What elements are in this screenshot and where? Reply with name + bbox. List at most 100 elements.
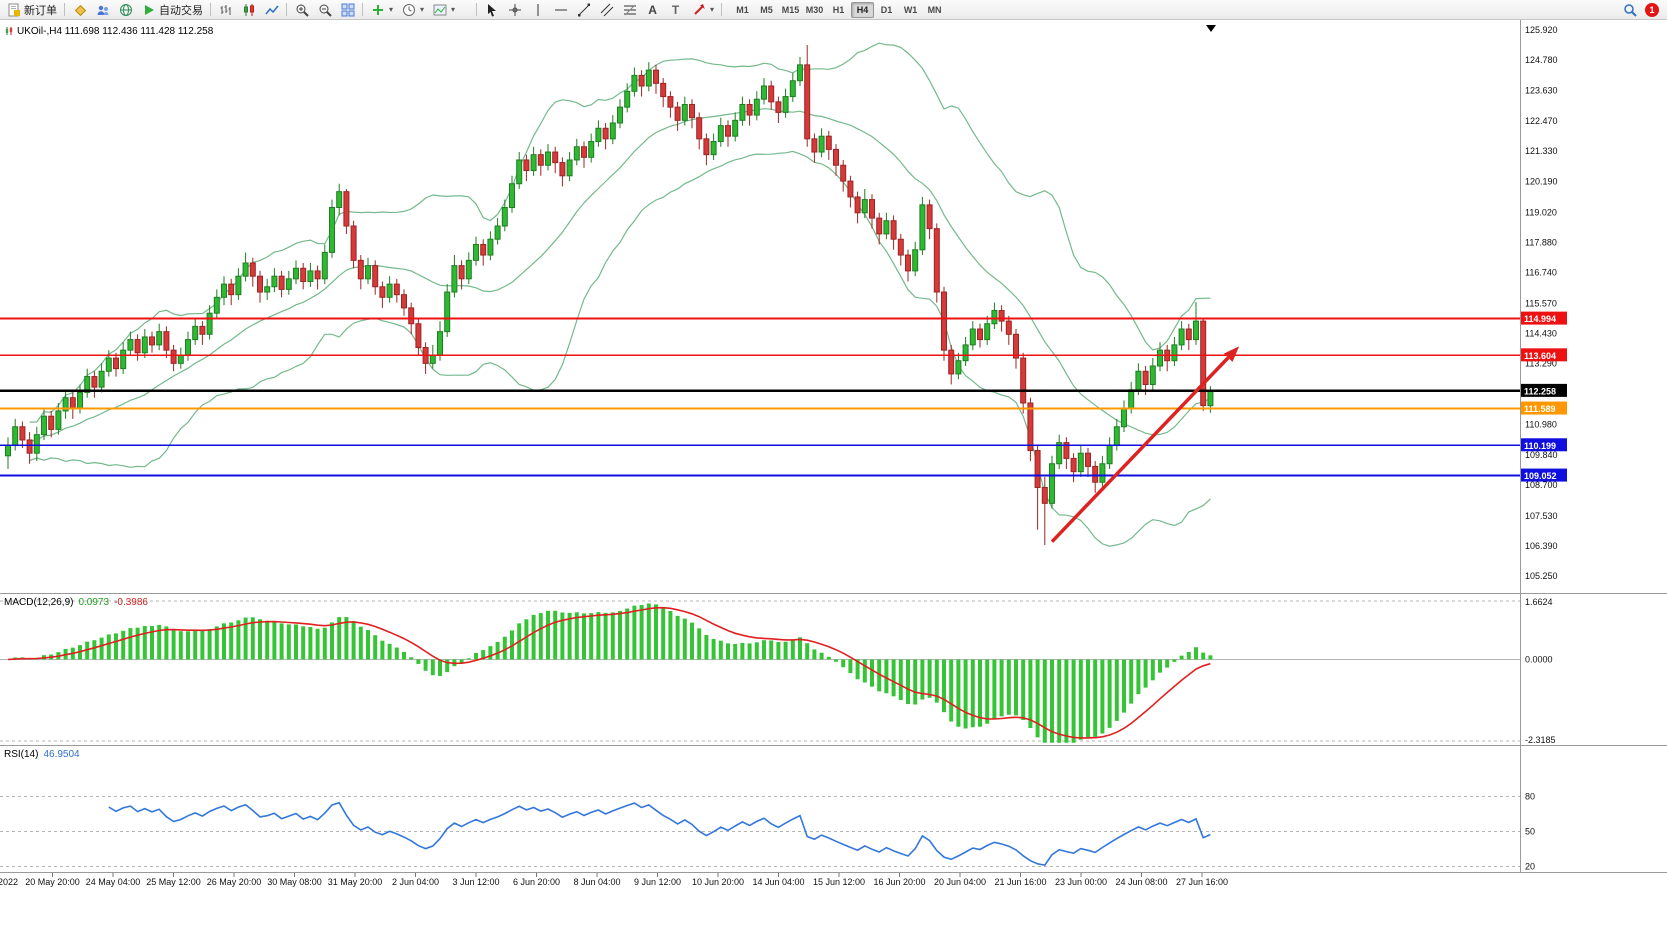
svg-text:10 Jun 20:00: 10 Jun 20:00	[692, 877, 744, 887]
svg-text:14 Jun 04:00: 14 Jun 04:00	[752, 877, 804, 887]
svg-text:121.330: 121.330	[1525, 146, 1558, 156]
auto-trading-label: 自动交易	[159, 4, 203, 17]
users-button[interactable]	[91, 1, 114, 19]
vertical-line-icon	[530, 2, 545, 17]
new-order-button[interactable]: 新订单	[2, 1, 61, 19]
svg-text:108.700: 108.700	[1525, 480, 1558, 490]
timeframe-button-m30[interactable]: M30	[805, 4, 824, 15]
svg-text:122.470: 122.470	[1525, 116, 1558, 126]
timeframe-button-h1[interactable]: H1	[832, 4, 845, 15]
rsi-label: RSI(14) 46.9504	[4, 749, 80, 760]
users-icon	[95, 2, 110, 17]
label-button[interactable]: T	[664, 1, 687, 19]
line-chart-button[interactable]	[260, 1, 283, 19]
svg-text:124.780: 124.780	[1525, 55, 1558, 65]
indicators-icon	[370, 2, 385, 17]
symbol-info: UKOil-,H4 111.698 112.436 111.428 112.25…	[4, 26, 213, 39]
svg-text:114.994: 114.994	[1524, 314, 1556, 324]
svg-text:109.840: 109.840	[1525, 450, 1558, 460]
crosshair-button[interactable]	[503, 1, 526, 19]
horizontal-line-button[interactable]	[549, 1, 572, 19]
timeframe-button-m5[interactable]: M5	[760, 4, 773, 15]
svg-text:112.258: 112.258	[1524, 386, 1556, 396]
svg-text:8 Jun 04:00: 8 Jun 04:00	[573, 877, 620, 887]
channel-button[interactable]	[595, 1, 618, 19]
new-order-label: 新订单	[24, 4, 57, 17]
timeframe-button-m1[interactable]: M1	[736, 4, 749, 15]
svg-text:80: 80	[1525, 791, 1535, 801]
svg-text:107.530: 107.530	[1525, 511, 1558, 521]
svg-text:21 Jun 16:00: 21 Jun 16:00	[994, 877, 1046, 887]
timeframe-button-h4[interactable]: H4	[851, 1, 875, 18]
candles-button[interactable]	[237, 1, 260, 19]
arrows-button[interactable]: ▾	[687, 1, 718, 19]
svg-text:105.250: 105.250	[1525, 571, 1558, 581]
indicators-button[interactable]: ▾	[366, 1, 397, 19]
svg-text:15 Jun 12:00: 15 Jun 12:00	[813, 877, 865, 887]
svg-text:9 Jun 12:00: 9 Jun 12:00	[634, 877, 681, 887]
chevron-down-icon: ▾	[420, 5, 425, 14]
diamond-icon	[72, 2, 87, 17]
cursor-button[interactable]	[480, 1, 503, 19]
svg-text:113.290: 113.290	[1525, 359, 1557, 369]
toolbar-separator	[721, 3, 723, 16]
globe-button[interactable]	[114, 1, 137, 19]
macd-signal-value: -0.3986	[114, 597, 148, 608]
timeframe-button-m15[interactable]: M15	[781, 4, 800, 15]
svg-text:117.880: 117.880	[1525, 237, 1557, 247]
cursor-icon	[484, 2, 499, 17]
main-toolbar: 新订单 自动交易 ▾ ▾ ▾ A T ▾ M1 M5 M15 M	[0, 0, 1667, 20]
timeframe-button-w1[interactable]: W1	[903, 4, 918, 15]
bar-chart-button[interactable]	[214, 1, 237, 19]
svg-text:24 Jun 08:00: 24 Jun 08:00	[1115, 877, 1167, 887]
templates-button[interactable]: ▾	[428, 1, 459, 19]
symbol-info-text: UKOil-,H4 111.698 112.436 111.428 112.25…	[17, 26, 214, 37]
svg-text:115.570: 115.570	[1525, 298, 1557, 308]
svg-text:106.390: 106.390	[1525, 541, 1558, 551]
search-button[interactable]	[1618, 1, 1641, 19]
svg-text:23 Jun 00:00: 23 Jun 00:00	[1055, 877, 1107, 887]
toolbar-separator	[286, 3, 287, 16]
svg-text:0.0000: 0.0000	[1525, 654, 1553, 664]
trendline-button[interactable]	[572, 1, 595, 19]
tile-windows-button[interactable]	[336, 1, 359, 19]
toolbar-separator	[476, 3, 478, 16]
text-button[interactable]: A	[641, 1, 664, 19]
svg-text:114.430: 114.430	[1525, 329, 1557, 339]
timeframe-button-d1[interactable]: D1	[880, 4, 893, 15]
timeframe-button-mn[interactable]: MN	[927, 4, 942, 15]
svg-text:3 Jun 12:00: 3 Jun 12:00	[452, 877, 499, 887]
vertical-line-button[interactable]	[526, 1, 549, 19]
macd-label: MACD(12,26,9) 0.0973 -0.3986	[4, 597, 148, 608]
zoom-in-button[interactable]	[290, 1, 313, 19]
zoom-out-button[interactable]	[313, 1, 336, 19]
chevron-down-icon: ▾	[451, 5, 456, 14]
periods-button[interactable]: ▾	[397, 1, 428, 19]
crosshair-icon	[507, 2, 522, 17]
play-icon	[141, 2, 156, 17]
svg-text:120.190: 120.190	[1525, 176, 1558, 186]
zoom-out-icon	[317, 2, 332, 17]
trendline-icon	[576, 2, 591, 17]
svg-text:-2.3185: -2.3185	[1525, 735, 1556, 745]
svg-text:50: 50	[1525, 827, 1535, 837]
arrows-icon	[691, 2, 706, 17]
diamond-button[interactable]	[68, 1, 91, 19]
rsi-name: RSI(14)	[4, 749, 39, 760]
svg-text:119.020: 119.020	[1525, 207, 1557, 217]
candlestick-icon	[241, 2, 256, 17]
search-icon	[1622, 2, 1637, 17]
notification-badge[interactable]: 1	[1645, 2, 1659, 17]
label-icon: T	[671, 2, 680, 17]
line-chart-icon	[264, 2, 279, 17]
toolbar-separator	[210, 3, 211, 16]
bar-chart-icon	[218, 2, 233, 17]
svg-text:25 May 12:00: 25 May 12:00	[146, 877, 201, 887]
macd-name: MACD(12,26,9)	[4, 597, 74, 608]
fibonacci-button[interactable]	[618, 1, 641, 19]
toolbar-separator	[64, 3, 65, 16]
auto-trading-button[interactable]: 自动交易	[137, 1, 207, 19]
svg-text:109.052: 109.052	[1524, 471, 1557, 481]
